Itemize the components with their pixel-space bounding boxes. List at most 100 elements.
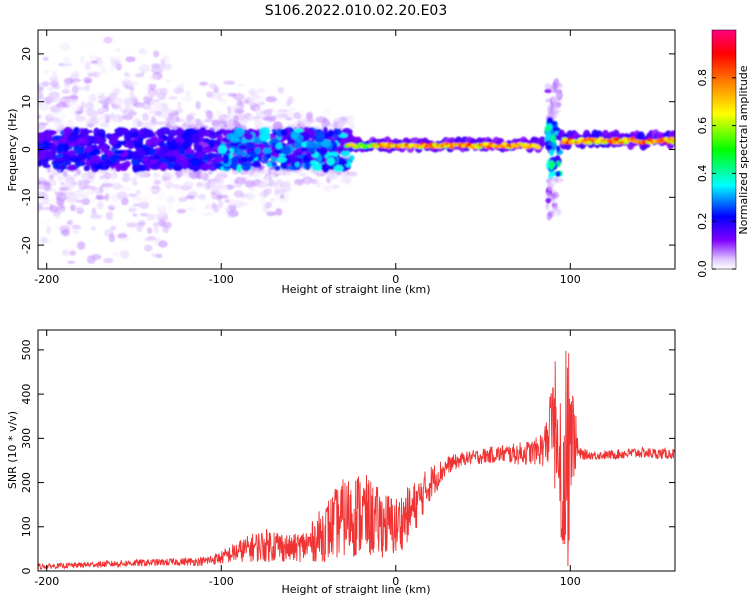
spectrogram-cell bbox=[333, 164, 344, 173]
spectrogram-cell bbox=[293, 128, 304, 133]
spectrogram-cell bbox=[548, 186, 553, 191]
spectrogram-cell bbox=[243, 98, 249, 104]
spectrogram-cell bbox=[237, 144, 248, 151]
spectrogram-cell bbox=[128, 193, 138, 197]
spectrogram-cell bbox=[100, 154, 107, 162]
spectrogram-cell bbox=[81, 198, 91, 206]
spectrogram-cell bbox=[96, 91, 109, 101]
spectrogram-cell bbox=[249, 95, 260, 102]
spectrogram-cell bbox=[275, 208, 283, 216]
spectrogram-cell bbox=[283, 184, 290, 190]
spectrogram-cell bbox=[155, 201, 160, 210]
spectrogram-cell bbox=[552, 110, 559, 115]
spectrogram-cell bbox=[83, 165, 91, 172]
spectrogram-cell bbox=[274, 188, 287, 194]
spectrogram-cell bbox=[306, 140, 316, 149]
spectrogram-cell bbox=[53, 122, 61, 130]
spectrogram-cell bbox=[57, 175, 64, 182]
spectrogram-cell bbox=[303, 177, 311, 186]
spectrogram-cell bbox=[100, 145, 109, 153]
spectrogram-x-tick-label: -200 bbox=[34, 273, 59, 286]
spectrogram-cell bbox=[231, 163, 239, 171]
spectrogram-cell bbox=[184, 153, 195, 159]
spectrogram-cell bbox=[66, 119, 75, 127]
spectrogram-cell bbox=[265, 96, 277, 103]
spectrogram-cell bbox=[87, 136, 97, 141]
spectrogram-cell bbox=[326, 156, 336, 166]
snr-y-tick-label: 100 bbox=[20, 516, 33, 537]
spectrogram-cell bbox=[196, 169, 201, 179]
spectrogram-cell bbox=[117, 206, 123, 213]
spectrogram-x-tick-label: 100 bbox=[560, 273, 581, 286]
spectrogram-cell bbox=[38, 81, 41, 87]
spectrogram-cell bbox=[67, 133, 78, 142]
spectrogram-cell bbox=[226, 198, 236, 207]
spectrogram-cell bbox=[247, 171, 255, 177]
spectrogram-cell bbox=[38, 101, 50, 111]
spectrogram-cell bbox=[70, 204, 76, 212]
spectrogram-cell bbox=[176, 189, 187, 198]
spectrogram-cell bbox=[535, 145, 542, 150]
spectrogram-cell bbox=[88, 93, 97, 103]
spectrogram-cell bbox=[252, 160, 261, 168]
spectrogram-cell bbox=[165, 201, 170, 207]
spectrogram-cell bbox=[71, 81, 78, 87]
spectrogram-cell bbox=[121, 175, 133, 183]
spectrogram-cell bbox=[146, 227, 153, 234]
spectrogram-cell bbox=[556, 82, 563, 89]
spectrogram-cell bbox=[39, 200, 50, 205]
spectrogram-cell bbox=[75, 205, 84, 213]
spectrogram-cell bbox=[221, 99, 228, 105]
spectrogram-cell bbox=[264, 177, 270, 185]
spectrogram-cell bbox=[76, 169, 81, 176]
spectrogram-cell bbox=[167, 204, 174, 212]
spectrogram-cell bbox=[38, 142, 46, 148]
spectrogram-cell bbox=[280, 145, 291, 155]
spectrogram-cell bbox=[151, 66, 163, 75]
spectrogram-cell bbox=[269, 197, 277, 202]
spectrogram-cell bbox=[255, 106, 260, 113]
spectrogram-cell bbox=[341, 150, 350, 157]
spectrogram-cell bbox=[110, 171, 118, 180]
spectrogram-cell bbox=[204, 204, 213, 210]
spectrogram-cell bbox=[83, 146, 93, 153]
spectrogram-cell bbox=[287, 96, 294, 105]
spectrogram-cell bbox=[114, 101, 124, 106]
spectrogram-cell bbox=[85, 39, 93, 43]
spectrogram-cell bbox=[214, 139, 222, 147]
spectrogram-cell bbox=[236, 99, 242, 107]
spectrogram-cell bbox=[184, 90, 192, 98]
spectrogram-cell bbox=[205, 91, 214, 98]
spectrogram-cell bbox=[332, 133, 337, 139]
spectrogram-cell bbox=[206, 100, 215, 106]
spectrogram-cell bbox=[38, 184, 45, 189]
spectrogram-cell bbox=[141, 157, 149, 163]
spectrogram-cell bbox=[182, 139, 193, 148]
spectrogram-cell bbox=[198, 196, 204, 200]
spectrogram-cell bbox=[109, 63, 115, 73]
spectrogram-cell bbox=[125, 56, 136, 63]
colorbar-tick-label: 0.8 bbox=[696, 69, 709, 87]
spectrogram-cell bbox=[103, 257, 114, 264]
spectrogram-cell bbox=[333, 112, 344, 116]
colorbar: 0.0 0.2 0.4 0.6 0.8 Normalized spectral ampl… bbox=[696, 29, 750, 278]
spectrogram-cell bbox=[270, 156, 277, 163]
spectrogram-cell bbox=[163, 172, 172, 179]
spectrogram-cell bbox=[549, 134, 556, 144]
spectrogram-cell bbox=[45, 239, 53, 244]
spectrogram-cell bbox=[222, 154, 230, 165]
spectrogram-cell bbox=[38, 91, 44, 100]
snr-x-axis-title: Height of straight line (km) bbox=[281, 583, 430, 596]
spectrogram-cell bbox=[346, 171, 358, 177]
spectrogram-cell bbox=[49, 50, 57, 54]
spectrogram-cell bbox=[234, 200, 244, 209]
spectrogram-cell bbox=[59, 181, 65, 186]
spectrogram-cell bbox=[48, 130, 58, 135]
spectrogram-cell bbox=[272, 121, 283, 131]
spectrogram-cell bbox=[92, 71, 101, 79]
spectrogram-cell bbox=[86, 152, 92, 161]
spectrogram-cell bbox=[76, 199, 83, 203]
spectrogram-cell bbox=[103, 172, 112, 180]
spectrogram-cell bbox=[147, 189, 158, 193]
